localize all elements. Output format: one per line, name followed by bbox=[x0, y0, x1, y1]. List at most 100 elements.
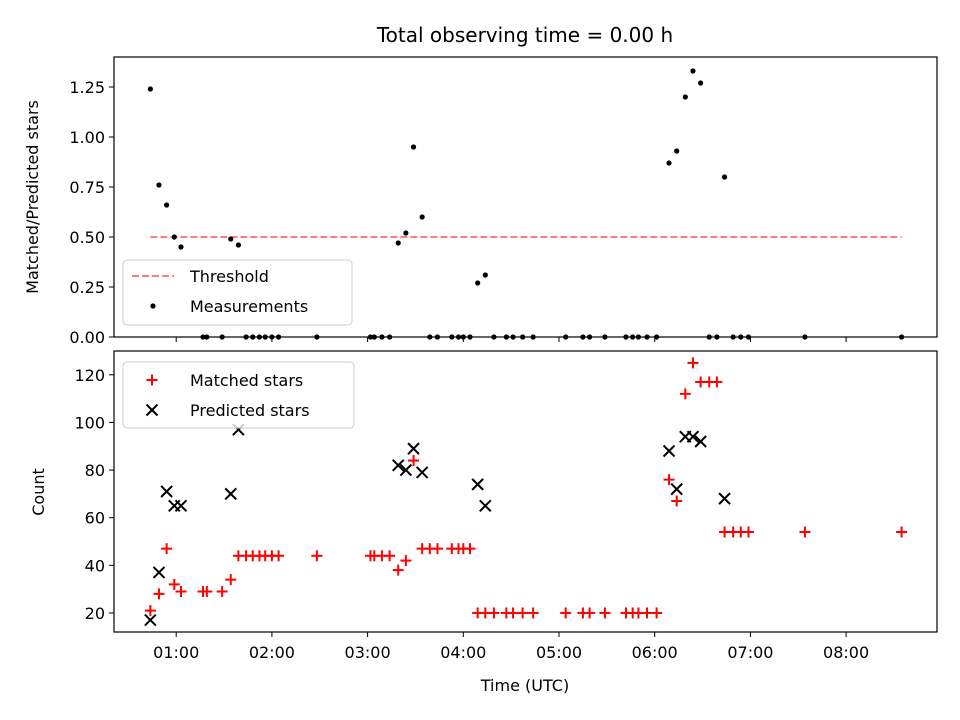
bottom-y-tick-label: 80 bbox=[85, 461, 105, 480]
legend-measurements-label: Measurements bbox=[190, 297, 308, 316]
bottom-x-axis-label: Time (UTC) bbox=[480, 676, 569, 695]
matched-star-point bbox=[392, 564, 404, 576]
measurement-point bbox=[228, 236, 234, 242]
top-plot-frame bbox=[113, 56, 938, 338]
matched-star-point bbox=[311, 550, 323, 562]
top-y-tick-label: 0.00 bbox=[69, 328, 105, 347]
matched-star-point bbox=[517, 607, 529, 619]
bottom-x-tick-label: 07:00 bbox=[727, 643, 773, 662]
matched-star-point bbox=[711, 376, 723, 388]
matched-star-point bbox=[527, 607, 539, 619]
measurement-point bbox=[147, 86, 153, 92]
measurement-point bbox=[698, 80, 704, 86]
predicted-star-point bbox=[686, 430, 700, 443]
matched-star-point bbox=[216, 586, 228, 598]
legend-measurements-swatch bbox=[150, 303, 156, 309]
bottom-x-tick-label: 08:00 bbox=[823, 643, 869, 662]
matched-star-point bbox=[408, 455, 420, 467]
predicted-star-point bbox=[144, 613, 157, 627]
matched-star-point bbox=[641, 607, 653, 619]
measurement-point bbox=[403, 230, 409, 236]
top-panel: 0.00 0.25 0.50 0.75 1.00 1.25 Threshold Measure… bbox=[69, 56, 938, 347]
legend-matched-label: Matched stars bbox=[190, 371, 303, 390]
bottom-x-tick-label: 05:00 bbox=[536, 643, 582, 662]
bottom-y-tick-label: 60 bbox=[85, 509, 105, 528]
bottom-y-tick-label: 120 bbox=[74, 366, 105, 385]
matched-star-point bbox=[464, 543, 476, 555]
matched-star-point bbox=[687, 357, 699, 369]
matched-star-point bbox=[168, 578, 180, 590]
predicted-star-point bbox=[718, 492, 731, 505]
matched-star-point bbox=[384, 550, 396, 562]
measurement-point bbox=[482, 272, 488, 278]
top-legend: Threshold Measurements bbox=[122, 259, 353, 326]
predicted-star-point bbox=[160, 485, 173, 498]
predicted-star-point bbox=[471, 478, 484, 491]
matched-star-point bbox=[488, 607, 500, 619]
measurement-point bbox=[395, 240, 401, 246]
matched-star-point bbox=[153, 588, 165, 600]
matched-star-point bbox=[144, 605, 156, 617]
top-y-tick-label: 0.50 bbox=[69, 228, 105, 247]
bottom-legend: Matched stars Predicted stars bbox=[122, 361, 355, 429]
top-legend-box bbox=[122, 259, 353, 326]
matched-star-point bbox=[663, 474, 675, 486]
bottom-y-tick-label: 40 bbox=[85, 556, 105, 575]
measurement-point bbox=[475, 280, 481, 286]
top-y-axis-label: Matched/Predicted stars bbox=[23, 100, 42, 294]
matched-star-point bbox=[507, 607, 519, 619]
predicted-star-point bbox=[174, 499, 188, 512]
matched-star-point bbox=[651, 607, 663, 619]
measurement-point bbox=[419, 214, 425, 220]
measurement-point bbox=[674, 148, 680, 154]
matched-star-point bbox=[431, 543, 443, 555]
measurement-point bbox=[178, 244, 184, 250]
measurement-point bbox=[171, 234, 177, 240]
matched-star-point bbox=[671, 495, 683, 507]
measurement-point bbox=[682, 94, 688, 100]
measurement-point bbox=[156, 182, 162, 188]
bottom-x-tick-label: 02:00 bbox=[249, 643, 295, 662]
top-y-tick-label: 1.25 bbox=[69, 78, 105, 97]
top-y-tick-label: 0.25 bbox=[69, 278, 105, 297]
legend-threshold-label: Threshold bbox=[189, 267, 269, 286]
predicted-star-point bbox=[152, 566, 166, 579]
bottom-y-tick-label: 100 bbox=[74, 413, 105, 432]
matched-star-point bbox=[584, 607, 596, 619]
measurement-point bbox=[690, 68, 696, 74]
measurement-point bbox=[410, 144, 417, 150]
measurement-point bbox=[235, 242, 242, 248]
matched-star-point bbox=[742, 526, 754, 538]
top-y-tick-label: 1.00 bbox=[69, 128, 105, 147]
bottom-x-tick-label: 03:00 bbox=[345, 643, 391, 662]
matched-star-point bbox=[175, 586, 187, 598]
bottom-y-axis-label: Count bbox=[29, 468, 48, 516]
predicted-star-point bbox=[694, 435, 707, 448]
bottom-plot-frame bbox=[113, 350, 938, 633]
predicted-star-point bbox=[407, 442, 420, 455]
measurement-point bbox=[666, 160, 672, 166]
legend-matched-swatch bbox=[146, 374, 158, 386]
bottom-x-tick-label: 01:00 bbox=[153, 643, 199, 662]
matched-star-point bbox=[599, 607, 611, 619]
matched-star-point bbox=[161, 543, 173, 555]
predicted-star-point bbox=[670, 482, 683, 496]
bottom-x-tick-label: 06:00 bbox=[632, 643, 678, 662]
measurement-point bbox=[721, 174, 728, 180]
measurement-point bbox=[164, 202, 170, 208]
matched-star-point bbox=[799, 526, 811, 538]
legend-predicted-label: Predicted stars bbox=[190, 401, 310, 420]
predicted-star-point bbox=[392, 459, 405, 472]
matched-star-point bbox=[273, 550, 285, 562]
predicted-star-point bbox=[399, 463, 413, 477]
bottom-x-tick-label: 04:00 bbox=[440, 643, 486, 662]
matched-star-point bbox=[201, 586, 213, 598]
bottom-y-tick-label: 20 bbox=[85, 604, 105, 623]
bottom-panel: 20 40 60 80 100 120 01:00 02:00 03:00 04:00 05:00 0… bbox=[74, 350, 938, 662]
legend-predicted-swatch bbox=[145, 403, 159, 417]
matched-star-point bbox=[400, 555, 412, 567]
top-y-tick-label: 0.75 bbox=[69, 178, 105, 197]
top-title: Total observing time = 0.00 h bbox=[376, 23, 673, 47]
